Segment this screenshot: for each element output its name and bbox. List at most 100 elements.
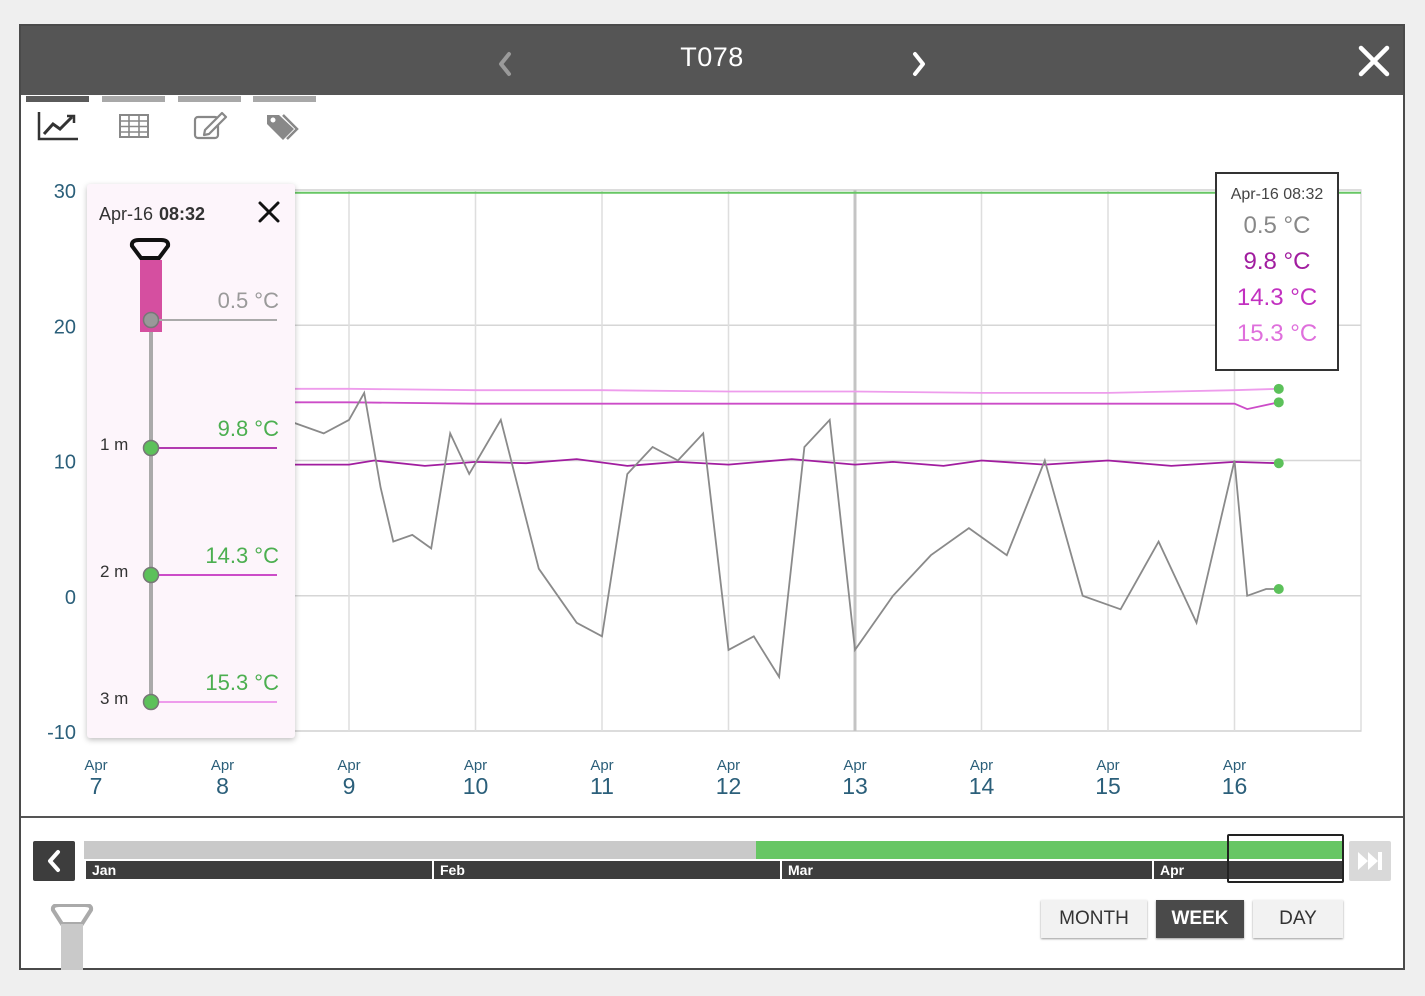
- edit-icon: [193, 111, 228, 140]
- probe-shaft: [149, 332, 153, 702]
- chart-series: [95, 387, 1279, 680]
- panel-date: Apr-16: [99, 204, 154, 224]
- x-tick-day: 7: [90, 773, 103, 799]
- range-day-button[interactable]: DAY: [1253, 900, 1343, 938]
- x-tick-day: 12: [716, 773, 742, 799]
- sensor-window: T078 30 20 10 0 -10 Apr 7 Apr 8 Apr 9 Apr 10 Apr 11 Ap…: [19, 24, 1405, 970]
- x-tick-month: Apr: [1096, 757, 1119, 774]
- timeline-month[interactable]: Jan: [84, 861, 432, 879]
- y-tick-label: 0: [65, 587, 76, 609]
- x-axis: Apr7Apr8Apr9Apr10Apr11Apr12Apr13Apr14Apr…: [84, 757, 1247, 799]
- x-tick-month: Apr: [84, 757, 107, 774]
- close-icon: [1358, 45, 1390, 77]
- series-endpoint: [1273, 458, 1284, 469]
- x-tick-day: 13: [842, 773, 868, 799]
- depth-profile-panel: Apr-16 08:32 0.5 °C 9.8 °C 1 m 14.3 °C 2 m 15.…: [87, 184, 295, 738]
- x-tick-month: Apr: [717, 757, 740, 774]
- tab-indicator: [178, 96, 241, 102]
- x-tick-day: 10: [463, 773, 489, 799]
- depth-profile-graphic: [129, 238, 277, 711]
- x-tick-day: 16: [1222, 773, 1248, 799]
- x-tick-month: Apr: [464, 757, 487, 774]
- timeline-end-button[interactable]: [1349, 841, 1391, 881]
- timeline-data-range: [756, 841, 1344, 859]
- title-bar: T078: [21, 26, 1403, 95]
- x-tick-day: 9: [343, 773, 356, 799]
- chevron-left-icon: [48, 850, 60, 872]
- range-week-button[interactable]: WEEK: [1156, 900, 1244, 938]
- timeline-month[interactable]: Mar: [780, 861, 1152, 879]
- y-tick-label: 30: [54, 181, 76, 203]
- depth-label: 1 m: [100, 435, 129, 454]
- range-month-button[interactable]: MONTH: [1041, 900, 1147, 938]
- timeline-month[interactable]: Apr: [1152, 861, 1344, 879]
- x-tick-month: Apr: [843, 757, 866, 774]
- series-line: [96, 401, 1279, 411]
- tab-indicator: [253, 96, 316, 102]
- depth-value: 15.3 °C: [205, 670, 279, 695]
- depth-markers: [142, 311, 277, 711]
- close-icon: [258, 201, 280, 223]
- tooltip-value: 15.3 °C: [1236, 320, 1318, 347]
- panel-close-button[interactable]: [255, 198, 283, 226]
- x-tick-day: 8: [216, 773, 229, 799]
- x-tick-month: Apr: [211, 757, 234, 774]
- timeline-selection-window[interactable]: [1227, 834, 1344, 883]
- timeline-month[interactable]: Feb: [432, 861, 780, 879]
- timeline-months: Jan Feb Mar Apr: [84, 861, 1344, 879]
- tab-indicator: [26, 96, 89, 102]
- y-tick-label: -10: [47, 722, 76, 744]
- panel-timestamp: Apr-16 08:32: [99, 204, 205, 225]
- tooltip-value: 9.8 °C: [1243, 248, 1311, 275]
- chevron-right-icon: [913, 52, 925, 76]
- depth-value: 0.5 °C: [217, 288, 279, 313]
- panel-time: 08:32: [159, 204, 206, 224]
- x-tick-day: 14: [969, 773, 995, 799]
- close-window-button[interactable]: [1353, 40, 1395, 82]
- x-tick-day: 15: [1095, 773, 1121, 799]
- series-endpoint: [1273, 583, 1284, 594]
- tab-table[interactable]: [102, 96, 165, 144]
- tab-notes[interactable]: [178, 96, 241, 144]
- tooltip-value: 0.5 °C: [1243, 212, 1311, 239]
- probe-air-segment: [140, 260, 162, 332]
- x-tick-month: Apr: [970, 757, 993, 774]
- tab-indicator: [102, 96, 165, 102]
- series-endpoints: [1273, 383, 1284, 594]
- window-title: T078: [680, 42, 744, 72]
- y-tick-label: 10: [54, 452, 76, 474]
- divider: [21, 816, 1403, 818]
- y-tick-label: 20: [54, 316, 76, 338]
- line-chart-icon: [37, 112, 78, 141]
- depth-marker: [142, 311, 160, 329]
- probe-icon: [50, 904, 94, 970]
- tags-icon: [267, 114, 299, 140]
- depth-value: 14.3 °C: [205, 543, 279, 568]
- x-tick-day: 11: [590, 773, 614, 799]
- previous-sensor-button[interactable]: [483, 44, 527, 84]
- table-icon: [119, 114, 149, 138]
- depth-label: 3 m: [100, 689, 129, 708]
- series-endpoint: [1273, 383, 1284, 394]
- hover-tooltip: Apr-16 08:32 0.5 °C 9.8 °C 14.3 °C 15.3 …: [1215, 172, 1339, 371]
- series-endpoint: [1273, 397, 1284, 408]
- depth-marker: [142, 439, 160, 457]
- depth-marker: [142, 566, 160, 584]
- timeline-no-data: [84, 841, 756, 859]
- tooltip-value: 14.3 °C: [1236, 284, 1318, 311]
- x-tick-month: Apr: [1223, 757, 1246, 774]
- tab-tags[interactable]: [253, 96, 316, 144]
- x-tick-month: Apr: [337, 757, 360, 774]
- x-tick-month: Apr: [590, 757, 613, 774]
- tab-chart[interactable]: [26, 96, 89, 144]
- timeline-track[interactable]: Jan Feb Mar Apr: [84, 841, 1344, 881]
- depth-marker: [142, 693, 160, 711]
- tooltip-date: Apr-16 08:32: [1230, 186, 1324, 203]
- probe-handle-icon: [129, 238, 171, 260]
- depth-value: 9.8 °C: [217, 416, 279, 441]
- timeline-prev-button[interactable]: [33, 841, 75, 881]
- chevron-left-icon: [499, 52, 511, 76]
- next-sensor-button[interactable]: [897, 44, 941, 84]
- series-line: [96, 458, 1279, 467]
- series-line: [96, 387, 1279, 394]
